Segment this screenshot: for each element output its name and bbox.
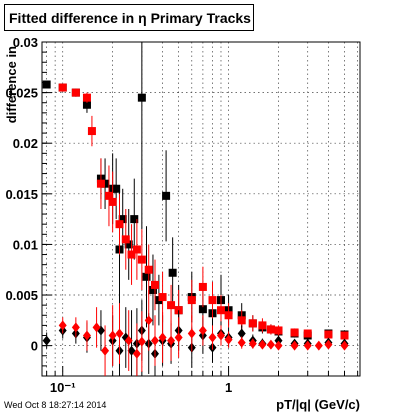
series-3 (58, 289, 349, 376)
data-point-diamond (158, 332, 167, 343)
data-point-square (148, 285, 157, 294)
data-point-square (167, 301, 176, 310)
axes: 0 0.005 0.01 0.015 0.02 0.025 0.03 10⁻¹ 1 (5, 35, 359, 395)
plot-frame (41, 41, 361, 377)
data-point-diamond (248, 338, 257, 349)
data-point-square (162, 191, 171, 200)
data-point-diamond (82, 330, 91, 341)
data-point-square (58, 83, 67, 92)
data-point-square (324, 330, 333, 339)
data-point-diamond (216, 330, 225, 341)
data-point-square (121, 235, 130, 244)
data-point-square (198, 282, 207, 291)
x-axis-label: pT/|q| (GeV/c) (276, 397, 360, 412)
data-point-square (224, 311, 233, 320)
data-point-square (142, 272, 151, 281)
data-point-diamond (101, 345, 110, 356)
data-point-diamond (167, 335, 176, 346)
data-point-diamond (274, 335, 283, 346)
data-point-diamond (274, 340, 283, 351)
timestamp: Wed Oct 8 18:27:14 2014 (4, 400, 107, 410)
data-point-diamond (108, 330, 117, 341)
data-point-diamond (115, 328, 124, 339)
data-point-square (187, 296, 196, 305)
data-point-square (115, 220, 124, 229)
data-point-diamond (266, 339, 275, 350)
data-point-square (82, 93, 91, 102)
data-point-square (258, 321, 267, 330)
data-point-diamond (340, 340, 349, 351)
data-point-square (127, 250, 136, 259)
data-point-diamond (137, 336, 146, 347)
data-point-square (266, 325, 275, 334)
data-point-diamond (174, 332, 183, 343)
data-point-square (168, 268, 177, 277)
data-point-square (137, 93, 146, 102)
y-tick-label: 0.01 (13, 237, 38, 252)
data-point-diamond (224, 334, 233, 345)
data-point-square (130, 215, 139, 224)
series-1 (58, 83, 349, 340)
data-point-diamond (71, 322, 80, 333)
data-point-square (158, 293, 167, 302)
data-point-diamond (237, 337, 246, 348)
data-markers (42, 42, 349, 376)
data-point-diamond (187, 328, 196, 339)
data-point-diamond (258, 339, 267, 350)
data-point-square (118, 215, 127, 224)
chart-title: Fitted difference in η Primary Tracks (9, 10, 251, 26)
data-point-diamond (150, 335, 159, 346)
grid-lines (42, 41, 360, 376)
data-point-square (112, 184, 121, 193)
x-tick-label: 10⁻¹ (50, 380, 76, 395)
chart-title-box: Fitted difference in η Primary Tracks (4, 4, 254, 31)
data-point-diamond (58, 320, 67, 331)
data-point-square (144, 265, 153, 274)
data-point-square (340, 331, 349, 340)
data-point-square (198, 305, 207, 314)
y-tick-label: 0.005 (5, 288, 38, 303)
data-point-square (303, 329, 312, 338)
data-point-diamond (303, 340, 312, 351)
y-tick-label: 0.03 (13, 35, 38, 50)
data-point-square (208, 296, 217, 305)
data-point-diamond (124, 335, 133, 346)
data-point-diamond (290, 340, 299, 351)
y-tick-label: 0.015 (5, 187, 38, 202)
data-point-square (108, 197, 117, 206)
x-tick-label: 1 (225, 380, 232, 395)
data-point-diamond (314, 340, 323, 351)
data-point-square (124, 240, 133, 249)
data-point-diamond (92, 322, 101, 333)
data-point-square (42, 80, 51, 89)
y-axis-label: difference in (4, 46, 19, 123)
axis-labels: difference in pT/|q| (GeV/c) (4, 46, 360, 412)
data-point-diamond (132, 348, 141, 359)
data-point-diamond (237, 328, 246, 339)
data-point-square (87, 127, 96, 136)
y-tick-label: 0.02 (13, 136, 38, 151)
data-point-square (71, 88, 80, 97)
data-point-diamond (42, 335, 51, 346)
y-tick-label: 0.025 (5, 86, 38, 101)
data-point-square (96, 179, 105, 188)
data-point-square (104, 191, 113, 200)
data-point-diamond (208, 332, 217, 343)
data-point-diamond (144, 315, 153, 326)
data-point-square (82, 100, 91, 109)
data-point-square (137, 255, 146, 264)
data-point-square (216, 306, 225, 315)
data-point-square (101, 179, 110, 188)
data-point-square (248, 319, 257, 328)
data-point-square (290, 328, 299, 337)
series-0 (42, 42, 349, 340)
data-point-square (132, 245, 141, 254)
data-point-square (274, 326, 283, 335)
data-point-diamond (198, 325, 207, 336)
data-point-square (150, 280, 159, 289)
data-point-diamond (324, 339, 333, 350)
data-point-square (237, 316, 246, 325)
y-tick-label: 0 (31, 339, 38, 354)
